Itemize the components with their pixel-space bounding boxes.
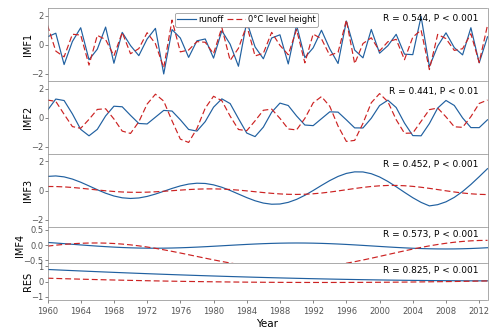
Y-axis label: RES: RES [24,272,34,291]
Text: R = 0.825, P < 0.001: R = 0.825, P < 0.001 [383,266,478,275]
Text: R = 0.544, P < 0.001: R = 0.544, P < 0.001 [384,14,478,23]
Legend: runoff, 0°C level height: runoff, 0°C level height [175,12,318,26]
Y-axis label: IMF4: IMF4 [16,233,26,257]
Text: R = 0.452, P < 0.001: R = 0.452, P < 0.001 [384,160,478,169]
Y-axis label: IMF3: IMF3 [24,179,34,202]
Text: R = 0.573, P < 0.001: R = 0.573, P < 0.001 [383,230,478,239]
Text: R = 0.441, P < 0.01: R = 0.441, P < 0.01 [389,87,478,96]
Y-axis label: IMF2: IMF2 [24,106,34,129]
Y-axis label: IMF1: IMF1 [24,33,34,56]
X-axis label: Year: Year [256,319,278,329]
